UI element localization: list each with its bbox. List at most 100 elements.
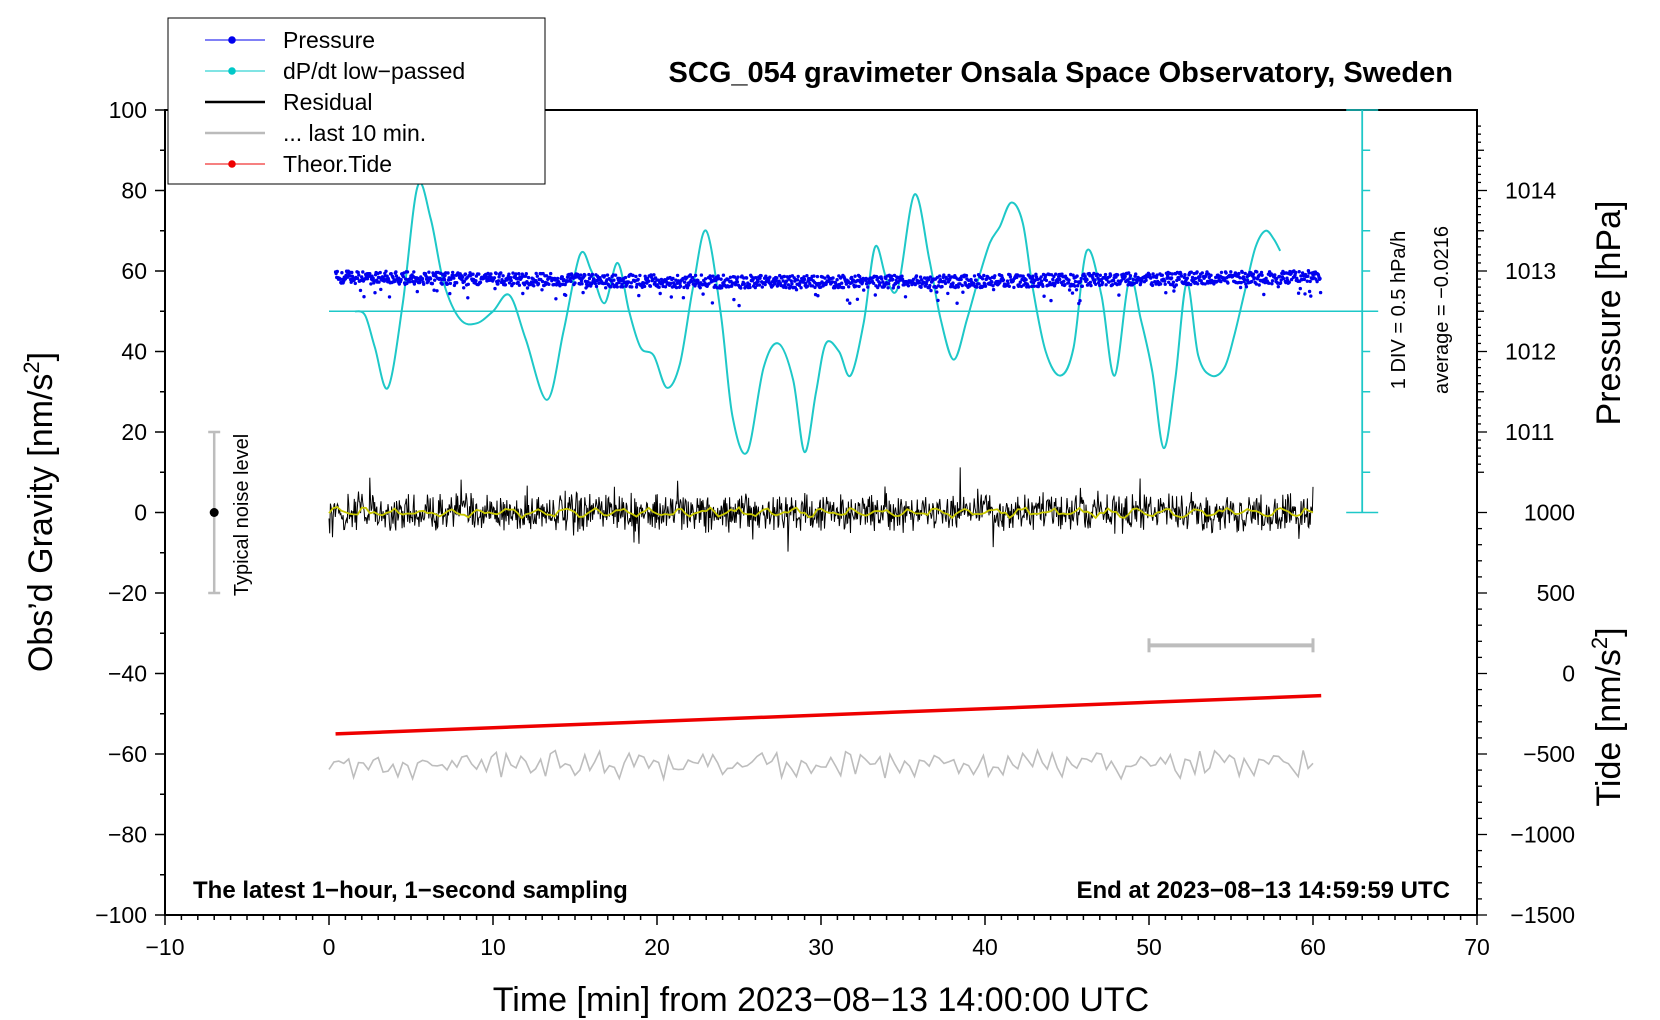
pressure-point — [790, 282, 794, 286]
tide-axis-title-sup: 2 — [1587, 637, 1612, 649]
pressure-point — [913, 282, 917, 287]
pressure-point — [884, 276, 888, 281]
pressure-point — [889, 274, 894, 278]
pressure-point — [1171, 280, 1176, 284]
pressure-point — [854, 284, 858, 288]
pressure-point — [1219, 270, 1224, 275]
pressure-point — [1041, 284, 1045, 288]
pressure-point — [1307, 271, 1311, 275]
pressure-point — [377, 280, 381, 284]
pressure-point — [703, 277, 708, 281]
pressure-point — [866, 285, 870, 289]
pressure-point — [1315, 279, 1319, 284]
pressure-point — [1262, 292, 1266, 297]
pressure-point — [1051, 277, 1055, 282]
pressure-point — [816, 294, 820, 298]
pressure-point — [919, 285, 923, 289]
pressure-point — [1054, 272, 1058, 276]
pressure-point — [1078, 299, 1082, 303]
pressure-point — [1249, 279, 1254, 284]
legend-marker — [228, 67, 236, 75]
pressure-tick-label: 1014 — [1505, 178, 1556, 204]
pressure-point — [757, 283, 762, 287]
pressure-point — [1150, 283, 1155, 288]
pressure-point — [631, 273, 635, 278]
pressure-point — [353, 281, 357, 286]
pressure-point — [1163, 282, 1167, 286]
pressure-point — [882, 284, 887, 288]
pressure-point — [857, 284, 861, 289]
tide-axis-title-end: ] — [1590, 627, 1628, 636]
pressure-point — [936, 298, 940, 303]
pressure-point — [455, 281, 459, 285]
pressure-point — [1252, 276, 1257, 280]
pressure-point — [873, 293, 877, 297]
pressure-point — [964, 273, 969, 278]
pressure-tick-label: 1013 — [1505, 258, 1556, 284]
pressure-point — [1203, 282, 1207, 286]
pressure-points — [333, 269, 1323, 308]
pressure-point — [594, 284, 599, 289]
pressure-point — [707, 282, 711, 286]
tide-tick-label: 0 — [1562, 661, 1575, 687]
pressure-axis-title: Pressure [hPa] — [1590, 201, 1628, 426]
pressure-point — [815, 274, 820, 279]
x-tick-label: 60 — [1300, 934, 1326, 960]
pressure-point — [759, 274, 763, 278]
pressure-point — [1088, 280, 1093, 285]
pressure-point — [517, 272, 521, 276]
pressure-point — [1073, 284, 1077, 288]
pressure-point — [1264, 276, 1268, 280]
pressure-point — [348, 277, 353, 282]
legend-label: Residual — [283, 89, 373, 115]
pressure-point — [1098, 273, 1103, 277]
noise-level-bar — [208, 430, 221, 595]
x-tick-label: 30 — [808, 934, 834, 960]
series-layer — [328, 182, 1323, 782]
pressure-point — [544, 274, 549, 278]
pressure-point — [605, 273, 610, 277]
pressure-point — [579, 273, 583, 277]
pressure-point — [693, 273, 698, 278]
pressure-point — [420, 277, 425, 281]
pressure-point — [583, 273, 587, 277]
pressure-point — [378, 270, 382, 275]
pressure-point — [972, 274, 977, 278]
pressure-point — [1274, 276, 1279, 281]
pressure-point — [716, 274, 720, 278]
pressure-point — [983, 284, 988, 288]
pressure-point — [1110, 283, 1115, 287]
pressure-point — [524, 272, 528, 276]
tide-tick-label: −500 — [1523, 741, 1575, 767]
pressure-point — [914, 274, 919, 278]
pressure-point — [440, 282, 444, 286]
pressure-point — [493, 286, 497, 291]
pressure-point — [796, 274, 800, 279]
pressure-point — [466, 296, 470, 300]
pressure-point — [642, 284, 647, 289]
dpdt-low-passed-line — [354, 182, 1282, 455]
pressure-point — [1318, 290, 1323, 295]
pressure-point — [754, 276, 758, 280]
pressure-point — [486, 271, 490, 276]
x-tick-label: 50 — [1136, 934, 1162, 960]
pressure-point — [1116, 273, 1120, 277]
pressure-point — [1277, 274, 1282, 279]
pressure-point — [1303, 292, 1307, 296]
pressure-point — [928, 275, 933, 279]
pressure-point — [688, 273, 693, 277]
pressure-point — [737, 303, 741, 308]
pressure-point — [412, 270, 416, 274]
pressure-point — [710, 301, 715, 305]
pressure-point — [1281, 276, 1286, 281]
pressure-point — [708, 274, 712, 278]
pressure-point — [617, 280, 621, 285]
pressure-point — [445, 282, 450, 286]
pressure-point — [886, 286, 890, 290]
pressure-point — [845, 298, 850, 302]
pressure-point — [1193, 276, 1198, 281]
pressure-point — [1158, 282, 1163, 286]
pressure-point — [1226, 281, 1230, 285]
pressure-point — [615, 285, 619, 289]
pressure-point — [634, 274, 638, 279]
